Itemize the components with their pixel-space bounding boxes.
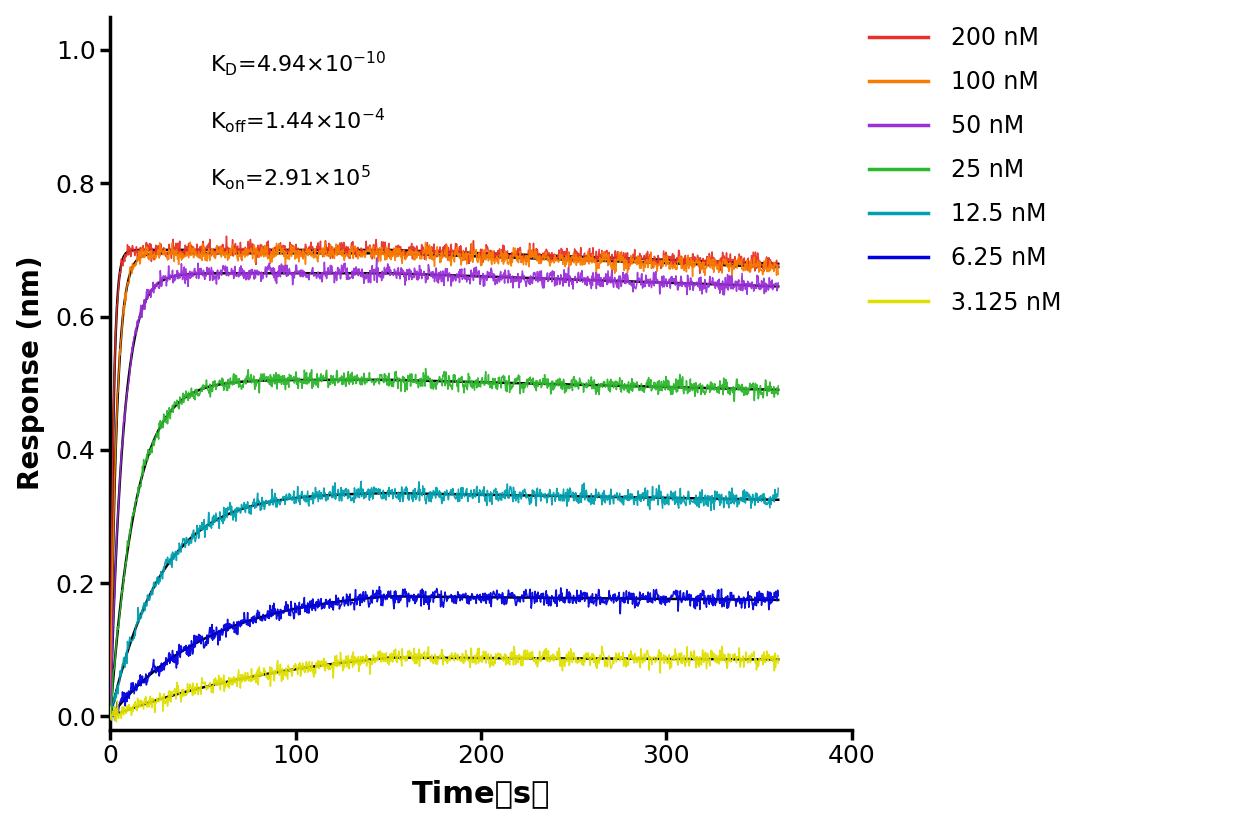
Text: K$_\mathregular{D}$=4.94×10$^{-10}$: K$_\mathregular{D}$=4.94×10$^{-10}$	[211, 49, 387, 78]
Legend: 200 nM, 100 nM, 50 nM, 25 nM, 12.5 nM, 6.25 nM, 3.125 nM: 200 nM, 100 nM, 50 nM, 25 nM, 12.5 nM, 6…	[860, 16, 1071, 324]
X-axis label: Time（s）: Time（s）	[412, 780, 550, 808]
Text: K$_\mathregular{off}$=1.44×10$^{-4}$: K$_\mathregular{off}$=1.44×10$^{-4}$	[211, 106, 386, 134]
Text: K$_\mathregular{on}$=2.91×10$^5$: K$_\mathregular{on}$=2.91×10$^5$	[211, 163, 371, 191]
Y-axis label: Response (nm): Response (nm)	[16, 256, 45, 491]
